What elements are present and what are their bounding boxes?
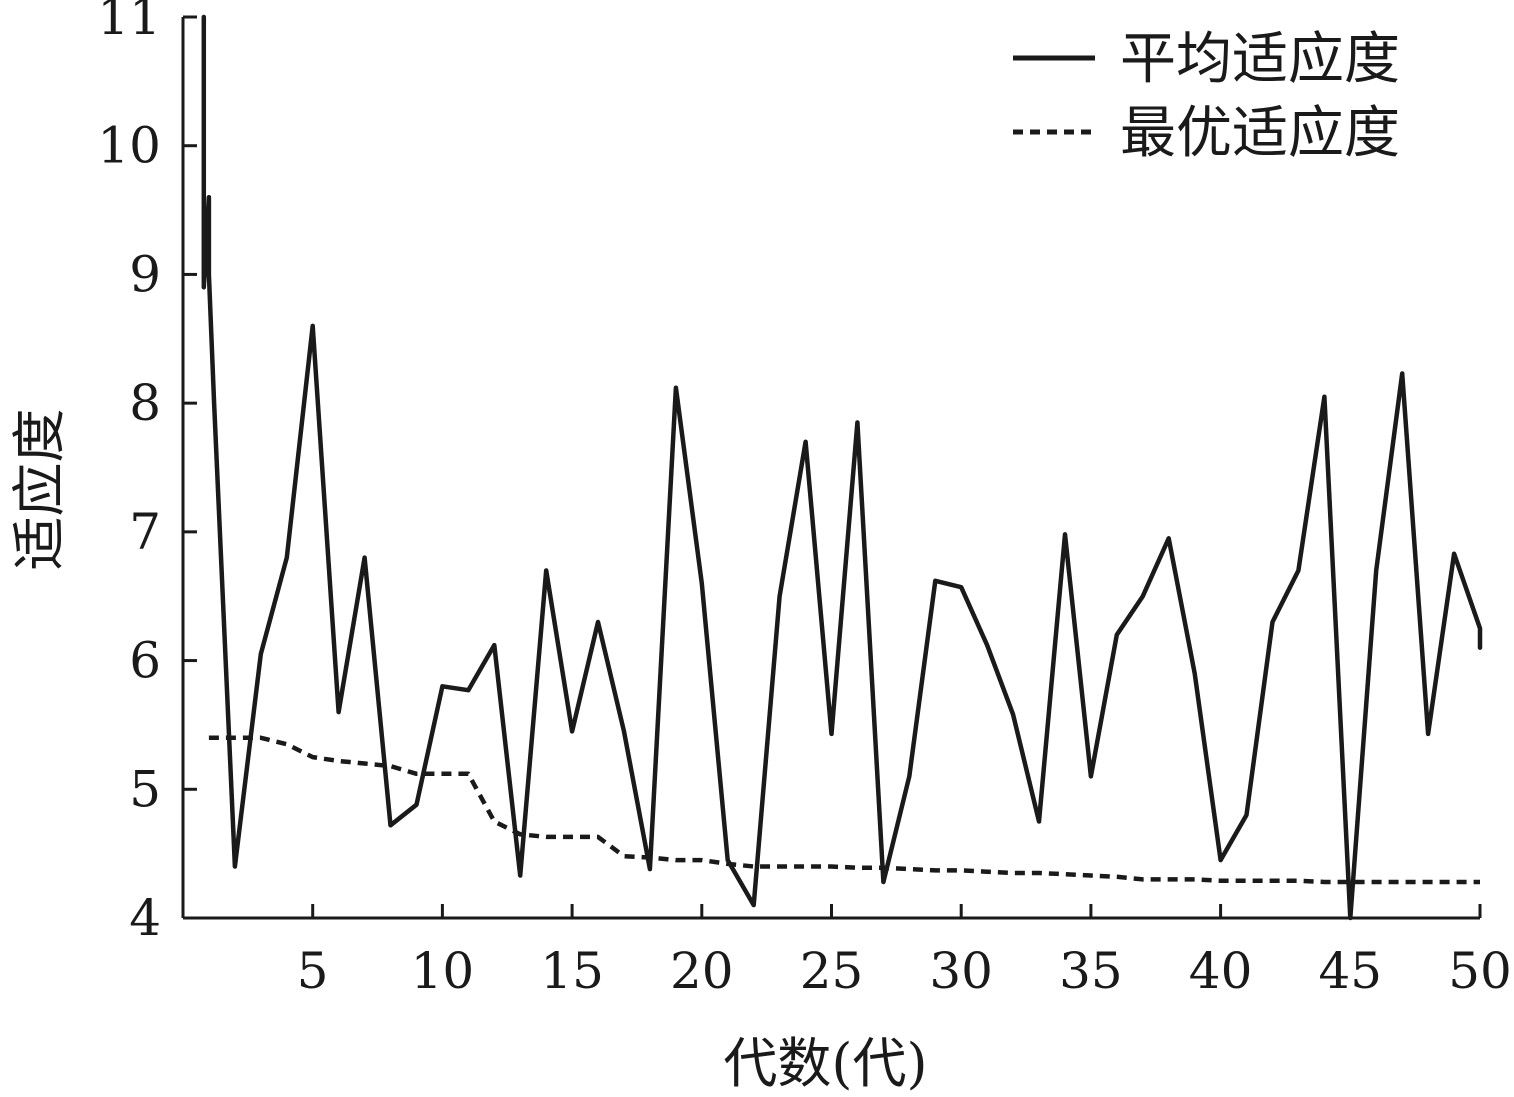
x-tick-label: 25 bbox=[800, 942, 864, 1000]
legend-label-best: 最优适应度 bbox=[1120, 101, 1400, 166]
series-lines bbox=[201, 14, 1483, 921]
x-ticks: 5 10 15 20 25 30 35 40 45 50 bbox=[297, 904, 1512, 1000]
legend: 平均适应度 最优适应度 bbox=[1013, 27, 1400, 166]
x-tick-label: 10 bbox=[411, 942, 475, 1000]
series-average-line bbox=[201, 14, 1483, 921]
y-ticks: 4 5 6 7 8 9 10 11 bbox=[97, 0, 197, 947]
x-tick-label: 40 bbox=[1189, 942, 1253, 1000]
x-tick-label: 45 bbox=[1318, 942, 1382, 1000]
x-tick-label: 15 bbox=[540, 942, 604, 1000]
x-tick-label: 30 bbox=[929, 942, 993, 1000]
x-tick-label: 20 bbox=[670, 942, 734, 1000]
y-axis-title: 适应度 bbox=[8, 409, 71, 571]
y-tick-label: 4 bbox=[129, 889, 161, 947]
x-tick-label: 50 bbox=[1448, 942, 1512, 1000]
y-tick-label: 9 bbox=[129, 245, 161, 303]
y-tick-label: 6 bbox=[129, 632, 161, 690]
x-tick-label: 5 bbox=[297, 942, 329, 1000]
series-best-line bbox=[208, 735, 1480, 885]
y-tick-label: 11 bbox=[97, 0, 161, 46]
y-tick-label: 7 bbox=[129, 503, 161, 561]
legend-label-average: 平均适应度 bbox=[1120, 27, 1400, 92]
y-tick-label: 8 bbox=[129, 374, 161, 432]
y-tick-label: 5 bbox=[129, 760, 161, 818]
x-axis-title: 代数(代) bbox=[723, 1032, 927, 1092]
y-tick-label: 10 bbox=[97, 117, 161, 175]
x-tick-label: 35 bbox=[1059, 942, 1123, 1000]
